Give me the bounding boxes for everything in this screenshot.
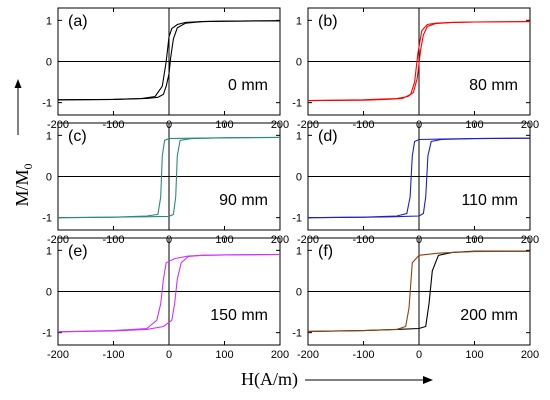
hysteresis-curve-2 (57, 253, 281, 333)
x-tick-label: -200 (47, 349, 69, 361)
panel-label: (f) (318, 243, 333, 260)
distance-annotation: 110 mm (461, 192, 518, 209)
y-tick-label: -1 (292, 213, 302, 225)
panel-label: (e) (68, 243, 88, 260)
y-tick-label: 0 (46, 287, 52, 299)
distance-annotation: 150 mm (210, 307, 268, 324)
x-tick-label: -100 (352, 349, 374, 361)
distance-annotation: 200 mm (460, 307, 518, 324)
y-tick-label: 0 (296, 57, 302, 69)
x-tick-label: 0 (166, 349, 172, 361)
distance-annotation: 90 mm (219, 192, 268, 209)
panel-label: (c) (68, 128, 87, 145)
y-tick-label: 1 (46, 130, 52, 142)
y-tick-label: 0 (296, 172, 302, 184)
panel-label: (a) (68, 13, 88, 30)
y-axis-arrow-head (14, 79, 22, 88)
y-tick-label: -1 (42, 213, 52, 225)
panel-label: (b) (318, 13, 338, 30)
hysteresis-curve-2 (57, 136, 281, 219)
x-tick-label: 0 (416, 349, 422, 361)
y-axis-title-subscript: 0 (21, 163, 35, 169)
y-axis-title: M/M0 (12, 163, 35, 206)
y-tick-label: 1 (296, 15, 302, 27)
hysteresis-curve-2 (307, 250, 531, 332)
hysteresis-curve-2 (57, 20, 281, 101)
x-tick-label: -200 (297, 349, 319, 361)
hysteresis-curve-2 (307, 21, 531, 102)
x-tick-label: 200 (521, 349, 539, 361)
y-axis-title-main: M/M (12, 169, 32, 206)
y-tick-label: 1 (296, 130, 302, 142)
y-tick-label: 0 (46, 172, 52, 184)
y-tick-label: 1 (46, 15, 52, 27)
x-tick-label: 200 (271, 349, 289, 361)
y-tick-label: -1 (42, 328, 52, 340)
x-tick-label: 100 (215, 349, 233, 361)
y-tick-label: 0 (46, 57, 52, 69)
x-tick-label: -100 (102, 349, 124, 361)
panel-label: (d) (318, 128, 338, 145)
y-tick-label: 1 (296, 245, 302, 257)
distance-annotation: 80 mm (469, 77, 518, 94)
y-tick-label: -1 (292, 328, 302, 340)
distance-annotation: 0 mm (228, 77, 268, 94)
x-axis-arrow-head (423, 376, 433, 384)
panel-f: -200 -100 0 100 200 -1 0 1 (f) 200 mm (292, 237, 539, 361)
hysteresis-curve-2 (307, 137, 531, 219)
y-tick-label: -1 (42, 98, 52, 110)
y-tick-label: 1 (46, 245, 52, 257)
x-tick-label: 100 (465, 349, 483, 361)
panel-e: -200 -100 0 100 200 -1 0 1 (e) 150 mm (42, 237, 289, 361)
x-axis-title: H(A/m) (241, 369, 298, 390)
y-tick-label: -1 (292, 98, 302, 110)
y-tick-label: 0 (296, 287, 302, 299)
